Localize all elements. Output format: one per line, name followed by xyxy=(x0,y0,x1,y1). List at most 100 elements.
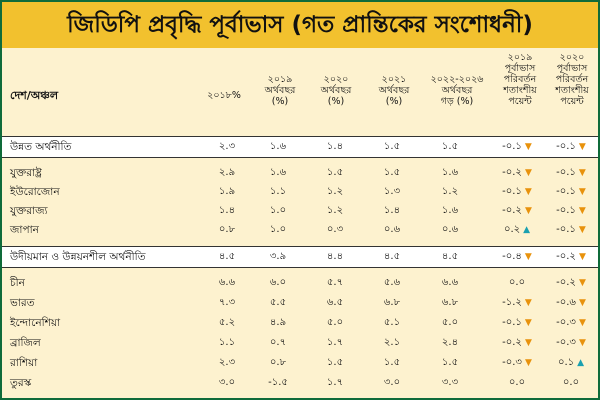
revision-cell: -০.১ ▼ xyxy=(490,137,544,157)
revision-cell: -০.৪ ▼ xyxy=(490,247,544,267)
value-cell: ৪.৪ xyxy=(326,251,344,262)
revision-cell: -০.২ ▼ xyxy=(490,333,544,353)
value-cell: ০.৮ xyxy=(218,224,236,235)
value-cell: ১.২ xyxy=(326,186,344,197)
revision-value: -০.১ xyxy=(502,186,522,197)
down-arrow-icon: ▼ xyxy=(578,225,586,235)
header-revision-2020: ২০২০ পূর্বাভাস পরিবর্তন শতাংশীয় পয়েন্ট xyxy=(544,52,600,107)
header-2021-line: ২০২১ xyxy=(381,74,407,85)
revision-value: -০.১ xyxy=(556,167,576,178)
value-cell: ১.০ xyxy=(269,224,287,235)
revision-value: ০.০ xyxy=(508,277,526,288)
value-cell: ১.৬ xyxy=(269,167,287,178)
value-cell: ২.১ xyxy=(383,337,401,348)
revision-cell: -০.২ ▼ xyxy=(544,247,598,267)
value-cell: ৫.৬ xyxy=(383,277,401,288)
value-cell: ৫.০ xyxy=(326,317,344,328)
header-2021-line: (%) xyxy=(385,96,403,107)
table-row: তুরস্ক ৩.০ -১.৫ ১.৭ ৩.০ ৩.৩ ০.০ ০.০ xyxy=(2,373,598,393)
value-cell: ১.৬ xyxy=(441,205,459,216)
value-cell: ২.৯ xyxy=(218,167,236,178)
revision-value: -০.৩ xyxy=(556,317,576,328)
down-arrow-icon: ▼ xyxy=(524,168,532,178)
revision-value: -১.২ xyxy=(502,297,522,308)
revision-cell: -০.১ ▼ xyxy=(544,137,598,157)
header-revision-2019-line: শতাংশীয় xyxy=(503,85,537,96)
value-cell: ৬.৫ xyxy=(326,297,344,308)
row-label: ইন্দোনেশিয়া xyxy=(10,317,61,329)
row-label: উদীয়মান ও উন্নয়নশীল অর্থনীতি xyxy=(10,251,146,263)
value-cell: ২.৩ xyxy=(218,357,236,368)
header-2022-2026-line: অর্থবছর xyxy=(441,85,473,96)
revision-cell: ০.০ xyxy=(490,373,544,393)
down-arrow-icon: ▼ xyxy=(578,187,586,197)
value-cell: ১.৬ xyxy=(269,141,287,152)
header-2019-line: (%) xyxy=(271,96,289,107)
header-2022-2026-line: ২০২২-২০২৬ xyxy=(430,74,484,85)
value-cell: ৩.৯ xyxy=(269,251,287,262)
value-cell: ২.৩ xyxy=(218,141,236,152)
value-cell: ১.৭ xyxy=(326,337,344,348)
header-revision-2019-line: পরিবর্তন xyxy=(503,74,537,85)
row-label: ইউরোজোন xyxy=(10,186,60,198)
value-cell: ১.৫ xyxy=(326,357,344,368)
value-cell: ৪.৫ xyxy=(218,251,236,262)
value-cell: ৫.৫ xyxy=(269,297,287,308)
value-cell: ১.৪ xyxy=(383,205,401,216)
value-cell: ১.০ xyxy=(269,205,287,216)
table-body: দেশ/অঞ্চল ২০১৮% ২০১৯ অর্থবছর (%) ২০২০ অর্থব… xyxy=(2,48,598,398)
value-cell: ৬.৬ xyxy=(218,277,236,288)
revision-value: -০.১ xyxy=(556,141,576,152)
table-row: ব্রাজিল ১.১ ০.৭ ১.৭ ২.১ ২.৪ -০.২ ▼ -০.৩ ▼ xyxy=(2,333,598,353)
header-revision-2020-line: পয়েন্ট xyxy=(560,96,584,107)
value-cell: ৩.৩ xyxy=(441,377,459,388)
value-cell: ৩.০ xyxy=(218,377,236,388)
revision-value: -০.২ xyxy=(502,167,522,178)
down-arrow-icon: ▼ xyxy=(524,142,532,152)
revision-value: -০.৩ xyxy=(556,337,576,348)
down-arrow-icon: ▼ xyxy=(524,358,532,368)
value-cell: ১.৫ xyxy=(441,141,459,152)
down-arrow-icon: ▼ xyxy=(578,278,586,288)
revision-value: -০.১ xyxy=(556,186,576,197)
header-revision-2019-line: পয়েন্ট xyxy=(508,96,532,107)
row-label: যুক্তরাজ্য xyxy=(10,205,48,217)
header-2019: ২০১৯ অর্থবছর (%) xyxy=(250,74,310,107)
revision-value: ০.০ xyxy=(562,377,580,388)
row-label: তুরস্ক xyxy=(10,377,32,389)
table-row: জাপান ০.৮ ১.০ ০.৩ ০.৬ ০.৬ ০.২ ▲ -০.১ ▼ xyxy=(2,220,598,240)
table-row: উদীয়মান ও উন্নয়নশীল অর্থনীতি ৪.৫ ৩.৯ ৪.৪ ৪… xyxy=(2,246,598,268)
value-cell: ১.৩ xyxy=(383,186,401,197)
value-cell: ০.৬ xyxy=(383,224,401,235)
value-cell: ১.৪ xyxy=(326,141,344,152)
row-label: উন্নত অর্থনীতি xyxy=(10,141,72,153)
row-label: চীন xyxy=(10,277,25,289)
revision-cell: -০.২ ▼ xyxy=(490,163,544,183)
header-2022-2026: ২০২২-২০২৬ অর্থবছর গড় (%) xyxy=(420,74,494,107)
down-arrow-icon: ▼ xyxy=(524,206,532,216)
revision-cell: -০.১ ▼ xyxy=(544,201,598,221)
revision-value: -০.৪ xyxy=(502,251,522,262)
value-cell: ১.৯ xyxy=(218,186,236,197)
page-title: জিডিপি প্রবৃদ্ধি পূর্বাভাস (গত প্রান্তিক… xyxy=(2,2,598,48)
header-2018: ২০১৮% xyxy=(207,90,241,101)
revision-value: ০.২ xyxy=(503,224,521,235)
value-cell: ৫.৭ xyxy=(326,277,344,288)
value-cell: ৬.৮ xyxy=(383,297,401,308)
revision-cell: -০.৬ ▼ xyxy=(544,293,598,313)
value-cell: ১.৭ xyxy=(326,377,344,388)
down-arrow-icon: ▼ xyxy=(578,142,586,152)
revision-cell: -০.১ ▼ xyxy=(490,182,544,202)
revision-value: ০.১ xyxy=(557,357,575,368)
header-2019-line: অর্থবছর xyxy=(264,85,296,96)
value-cell: ১.৫ xyxy=(383,141,401,152)
revision-value: -০.২ xyxy=(556,251,576,262)
header-region: দেশ/অঞ্চল xyxy=(10,89,59,102)
revision-cell: -০.১ ▼ xyxy=(490,313,544,333)
value-cell: -১.৫ xyxy=(268,377,288,388)
header-2020-line: (%) xyxy=(327,96,345,107)
value-cell: ০.৩ xyxy=(326,224,344,235)
table-row: চীন ৬.৬ ৬.০ ৫.৭ ৫.৬ ৬.৬ ০.০ -০.২ ▼ xyxy=(2,273,598,293)
header-2021: ২০২১ অর্থবছর (%) xyxy=(364,74,424,107)
